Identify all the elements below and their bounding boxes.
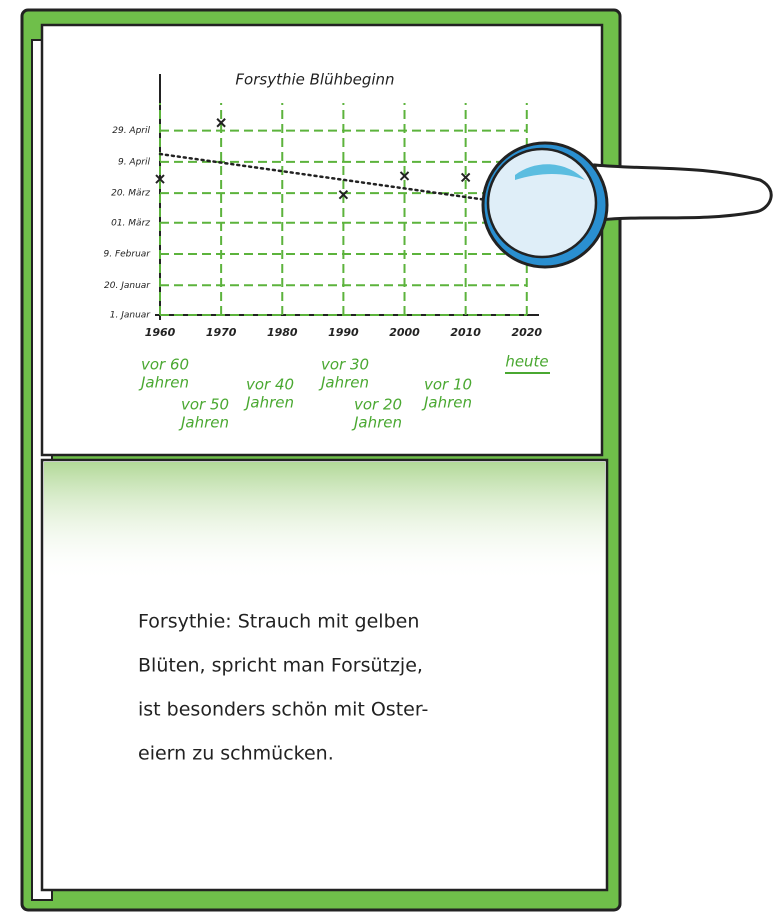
x-tick-label: 1990 — [328, 326, 359, 339]
y-tick-label: 9. Februar — [104, 250, 152, 260]
x-tick-label: 1970 — [206, 326, 237, 339]
data-point — [460, 172, 471, 183]
annotation: vor 30 — [321, 356, 369, 374]
data-point — [399, 171, 410, 181]
annotation: Jahren — [178, 414, 229, 432]
annotation: Jahren — [351, 414, 402, 432]
annotation: heute — [505, 353, 548, 371]
annotation: Jahren — [421, 394, 472, 412]
y-tick-label: 1. Januar — [110, 311, 152, 321]
annotation: vor 60 — [141, 356, 189, 374]
data-point — [338, 189, 349, 200]
x-tick-label: 2020 — [511, 326, 542, 339]
y-tick-label: 01. März — [111, 218, 150, 228]
data-point — [155, 174, 165, 184]
chart-title: Forsythie Blühbeginn — [235, 71, 394, 89]
y-tick-label: 20. März — [111, 189, 150, 199]
data-point — [216, 118, 226, 128]
annotation: vor 40 — [246, 376, 294, 394]
x-tick-label: 1980 — [267, 326, 298, 339]
y-tick-label: 20. Januar — [104, 281, 151, 291]
annotation: vor 50 — [181, 396, 229, 414]
x-tick-label: 2000 — [389, 326, 420, 339]
annotation: Jahren — [318, 374, 369, 392]
annotation: vor 10 — [424, 376, 472, 394]
trend-line — [158, 152, 529, 207]
note-line: Blüten, spricht man Forsützje, — [138, 655, 423, 677]
x-tick-label: 2010 — [450, 326, 481, 339]
note-line: ist besonders schön mit Oster- — [138, 699, 428, 721]
note-line: eiern zu schmücken. — [138, 743, 334, 765]
magnifier — [481, 141, 773, 269]
y-tick-label: 29. April — [112, 126, 150, 136]
annotation: Jahren — [243, 394, 294, 412]
y-tick-label: 9. April — [118, 157, 151, 167]
x-tick-label: 1960 — [145, 326, 176, 339]
annotation: vor 20 — [354, 396, 402, 414]
annotation: Jahren — [138, 374, 189, 392]
note-line: Forsythie: Strauch mit gelben — [138, 611, 419, 633]
